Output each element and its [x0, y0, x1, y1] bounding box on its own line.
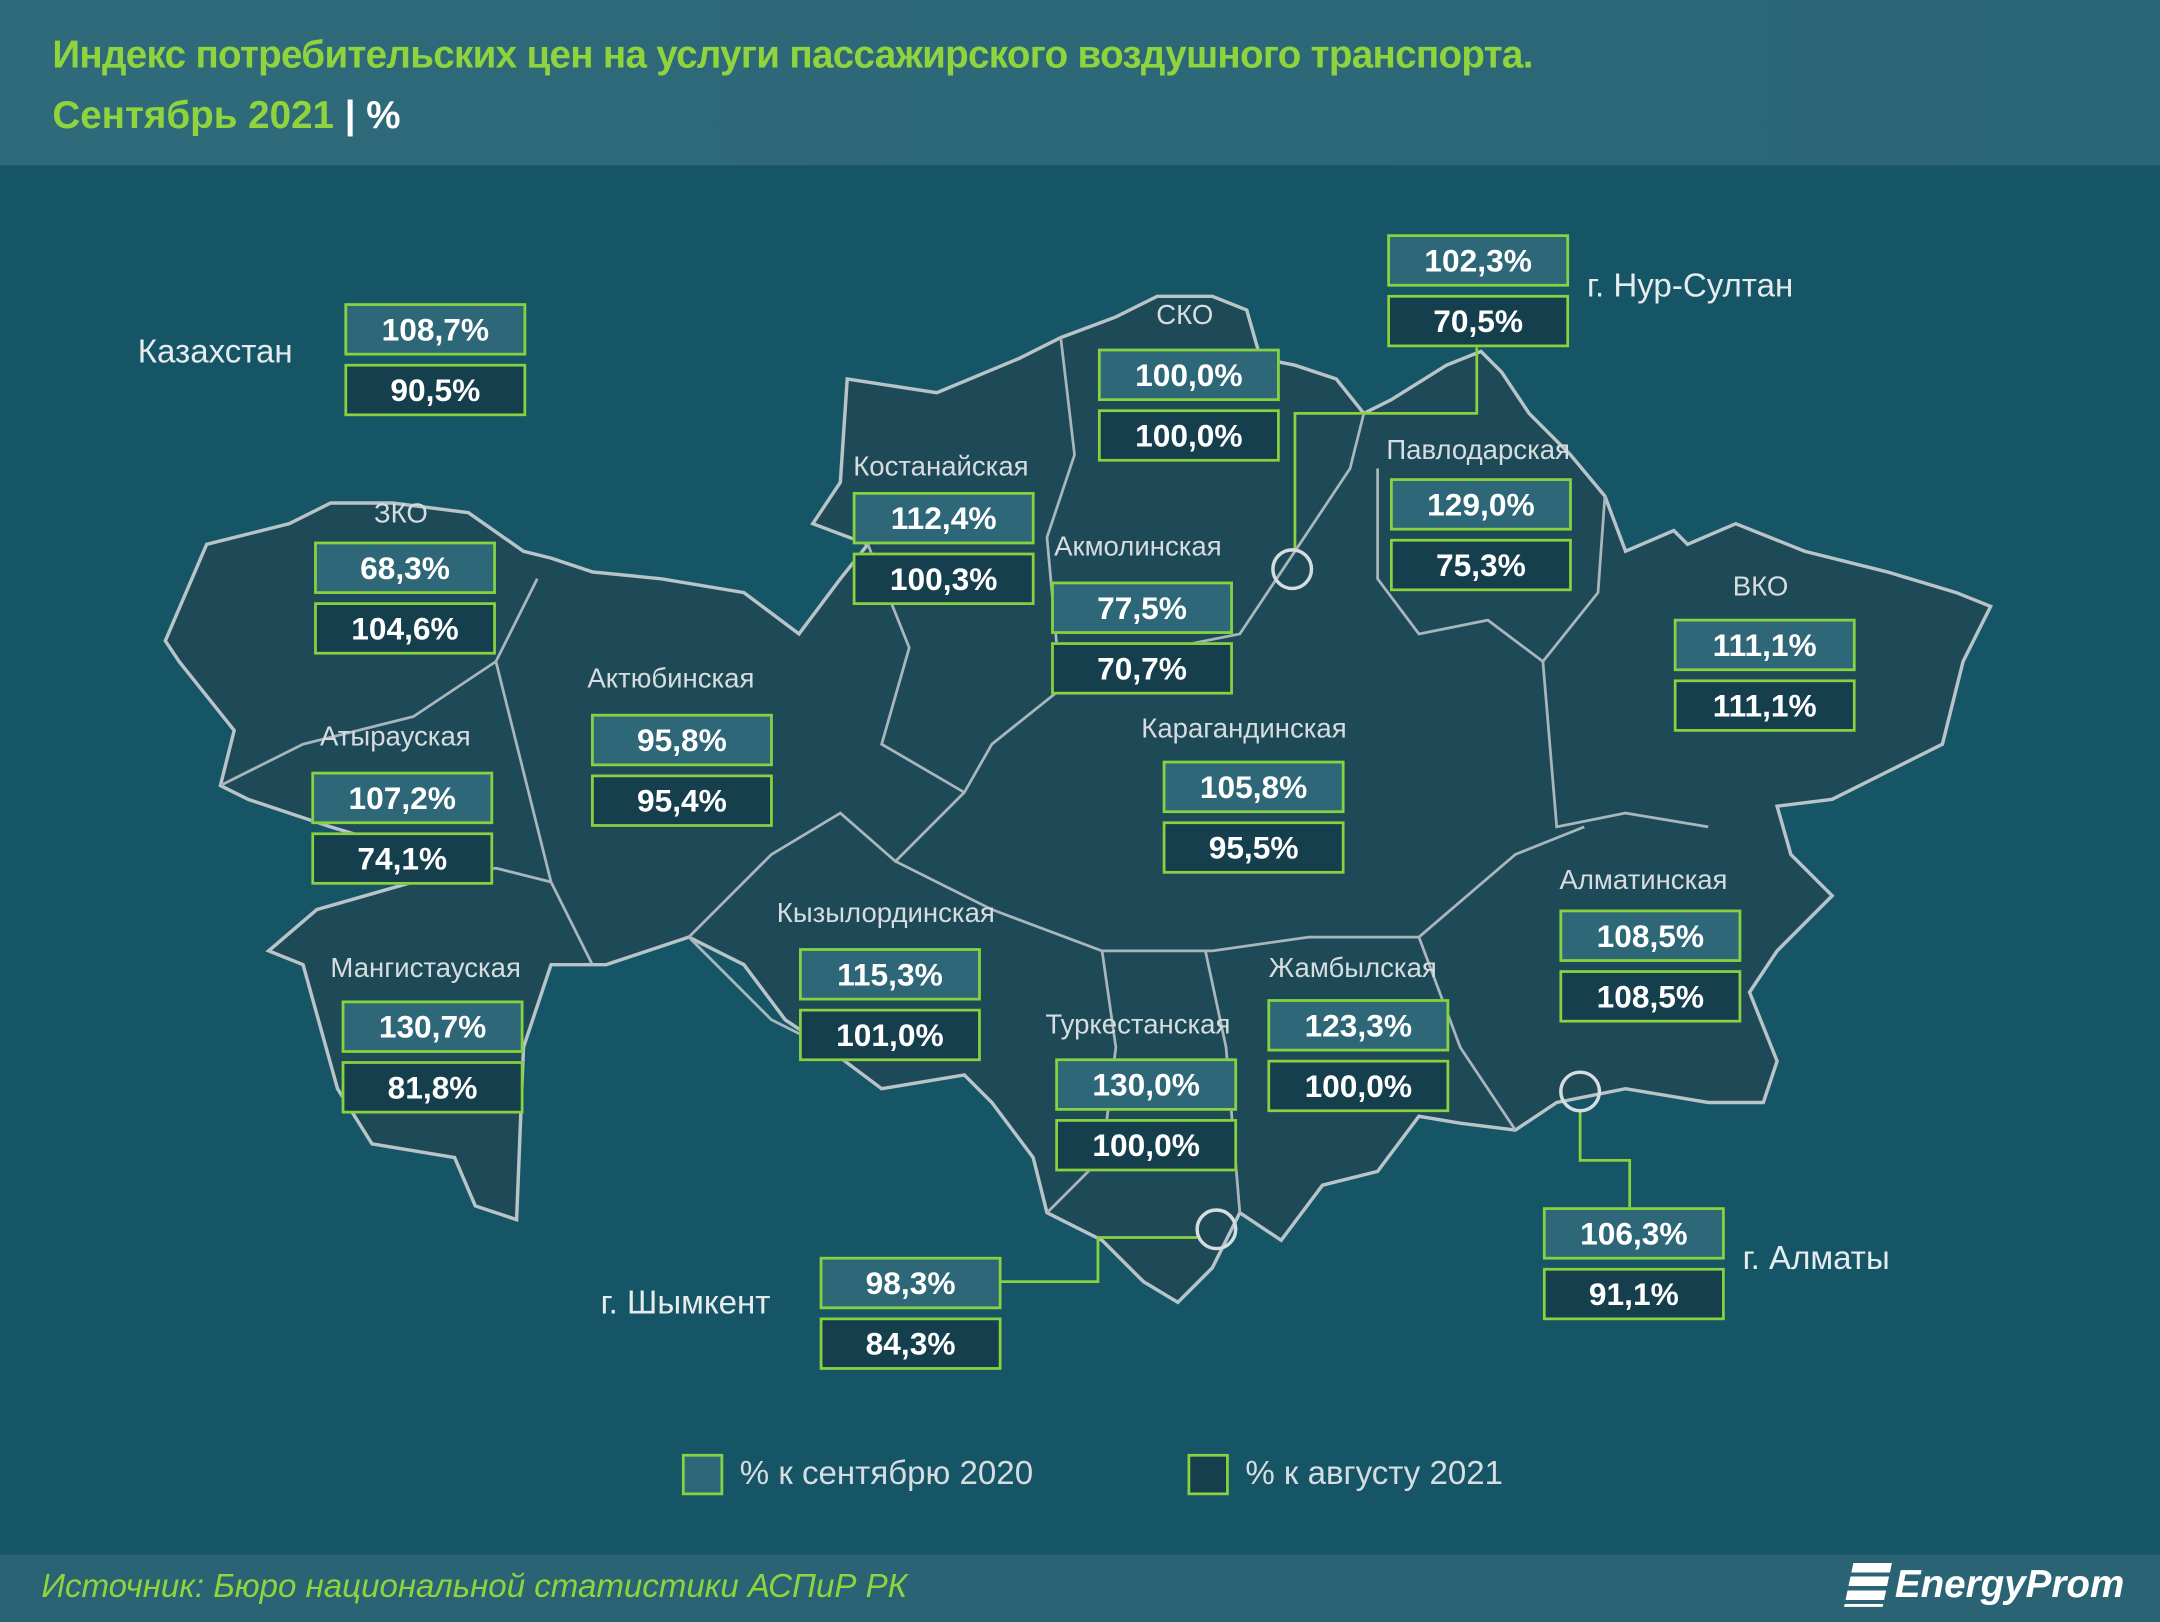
legend-swatch [1187, 1453, 1229, 1496]
border-vko [1541, 661, 1709, 829]
region-label: Павлодарская [1386, 435, 1570, 466]
region-label: Костанайская [853, 452, 1029, 483]
value-box-aug2021: 111,1% [1673, 679, 1856, 732]
value-box-aug2021: 100,0% [1097, 409, 1280, 462]
border-aktobe-east [687, 791, 966, 939]
value-box-aug2021: 74,1% [311, 832, 494, 885]
chart-title: Индекс потребительских цен на услуги пас… [52, 33, 1533, 76]
logo-text: EnergyProm [1894, 1562, 2125, 1606]
value-box-aug2021: 100,0% [1267, 1059, 1450, 1113]
value-box-aug2021: 91,1% [1542, 1267, 1725, 1321]
value-box-sep2020: 77,5% [1051, 581, 1233, 634]
legend-swatch [681, 1453, 724, 1496]
region-label: Жамбылская [1268, 953, 1437, 984]
border-zko [219, 578, 539, 787]
region-label: Казахстан [137, 333, 293, 371]
energyprom-logo: EnergyProm [1843, 1562, 2125, 1607]
value-box-aug2021: 95,4% [590, 774, 773, 827]
region-label: Акмолинская [1054, 531, 1222, 563]
value-box-sep2020: 98,3% [819, 1256, 1002, 1310]
logo-icon [1843, 1562, 1892, 1607]
leader-shymkent [998, 1236, 1198, 1284]
chart-subtitle: Сентябрь 2021 | % [52, 94, 400, 138]
value-box-sep2020: 106,3% [1542, 1207, 1725, 1260]
region-label: Мангистауская [330, 953, 521, 984]
border-pavlodar [1376, 468, 1607, 664]
value-box-sep2020: 100,0% [1097, 348, 1280, 402]
leader-nur-sultan [1293, 347, 1479, 552]
value-box-sep2020: 129,0% [1389, 478, 1572, 531]
subtitle-separator: | [344, 93, 367, 137]
value-box-aug2021: 108,5% [1559, 970, 1742, 1023]
value-box-aug2021: 70,7% [1051, 642, 1233, 695]
value-box-aug2021: 75,3% [1389, 538, 1572, 592]
value-box-sep2020: 95,8% [590, 713, 773, 767]
border-almaty [1417, 936, 1517, 1131]
region-label: Кызылординская [776, 898, 995, 929]
region-label: СКО [1156, 300, 1214, 331]
legend-label: % к сентябрю 2020 [739, 1455, 1034, 1493]
footer: Источник: Бюро национальной статистики А… [0, 1554, 2160, 1622]
region-label: ЗКО [373, 498, 428, 530]
value-box-sep2020: 107,2% [311, 771, 494, 825]
value-box-aug2021: 101,0% [799, 1008, 981, 1062]
leader-lines [998, 347, 1632, 1284]
value-box-sep2020: 123,3% [1267, 999, 1450, 1052]
legend-item-sep2020: % к сентябрю 2020 [681, 1453, 1034, 1496]
legend-item-aug2021: % к августу 2021 [1187, 1453, 1504, 1496]
region-label: Атырауская [320, 722, 471, 753]
value-box-aug2021: 100,3% [852, 552, 1035, 605]
value-box-aug2021: 104,6% [314, 602, 496, 655]
almaty-marker [1559, 1070, 1602, 1113]
leader-almaty [1578, 1110, 1632, 1208]
value-box-sep2020: 108,5% [1559, 909, 1742, 962]
value-box-sep2020: 130,0% [1055, 1058, 1238, 1111]
source-note: Источник: Бюро национальной статистики А… [41, 1568, 908, 1606]
value-box-aug2021: 95,5% [1162, 821, 1345, 874]
value-box-aug2021: 70,5% [1387, 294, 1570, 348]
value-box-sep2020: 115,3% [799, 948, 981, 1001]
region-label: г. Шымкент [600, 1284, 771, 1322]
value-box-sep2020: 105,8% [1162, 760, 1345, 814]
value-box-sep2020: 68,3% [314, 541, 496, 594]
region-label: г. Нур-Султан [1586, 267, 1794, 305]
value-box-aug2021: 100,0% [1055, 1119, 1238, 1172]
border-atyrau-aktobe [494, 661, 594, 966]
region-label: Туркестанская [1045, 1010, 1231, 1041]
subtitle-unit: % [366, 93, 401, 137]
region-label: Карагандинская [1141, 713, 1347, 745]
subtitle-period: Сентябрь 2021 [52, 93, 334, 137]
shymkent-marker [1195, 1208, 1238, 1251]
value-box-sep2020: 102,3% [1387, 234, 1570, 287]
value-box-aug2021: 90,5% [344, 363, 527, 417]
region-label: г. Алматы [1742, 1240, 1890, 1278]
border-kostanay [866, 543, 1062, 795]
region-label: ВКО [1732, 571, 1789, 603]
header: Индекс потребительских цен на услуги пас… [0, 0, 2160, 166]
value-box-sep2020: 108,7% [344, 303, 527, 356]
value-box-aug2021: 84,3% [819, 1317, 1002, 1370]
value-box-sep2020: 130,7% [341, 1000, 524, 1053]
value-box-sep2020: 112,4% [852, 491, 1035, 545]
nur-sultan-marker [1271, 548, 1314, 591]
border-karaganda-south [894, 825, 1585, 953]
region-label: Алматинская [1559, 865, 1728, 896]
value-box-sep2020: 111,1% [1673, 618, 1856, 672]
legend-label: % к августу 2021 [1245, 1455, 1504, 1493]
value-box-aug2021: 81,8% [341, 1061, 524, 1114]
region-label: Актюбинская [587, 664, 755, 695]
